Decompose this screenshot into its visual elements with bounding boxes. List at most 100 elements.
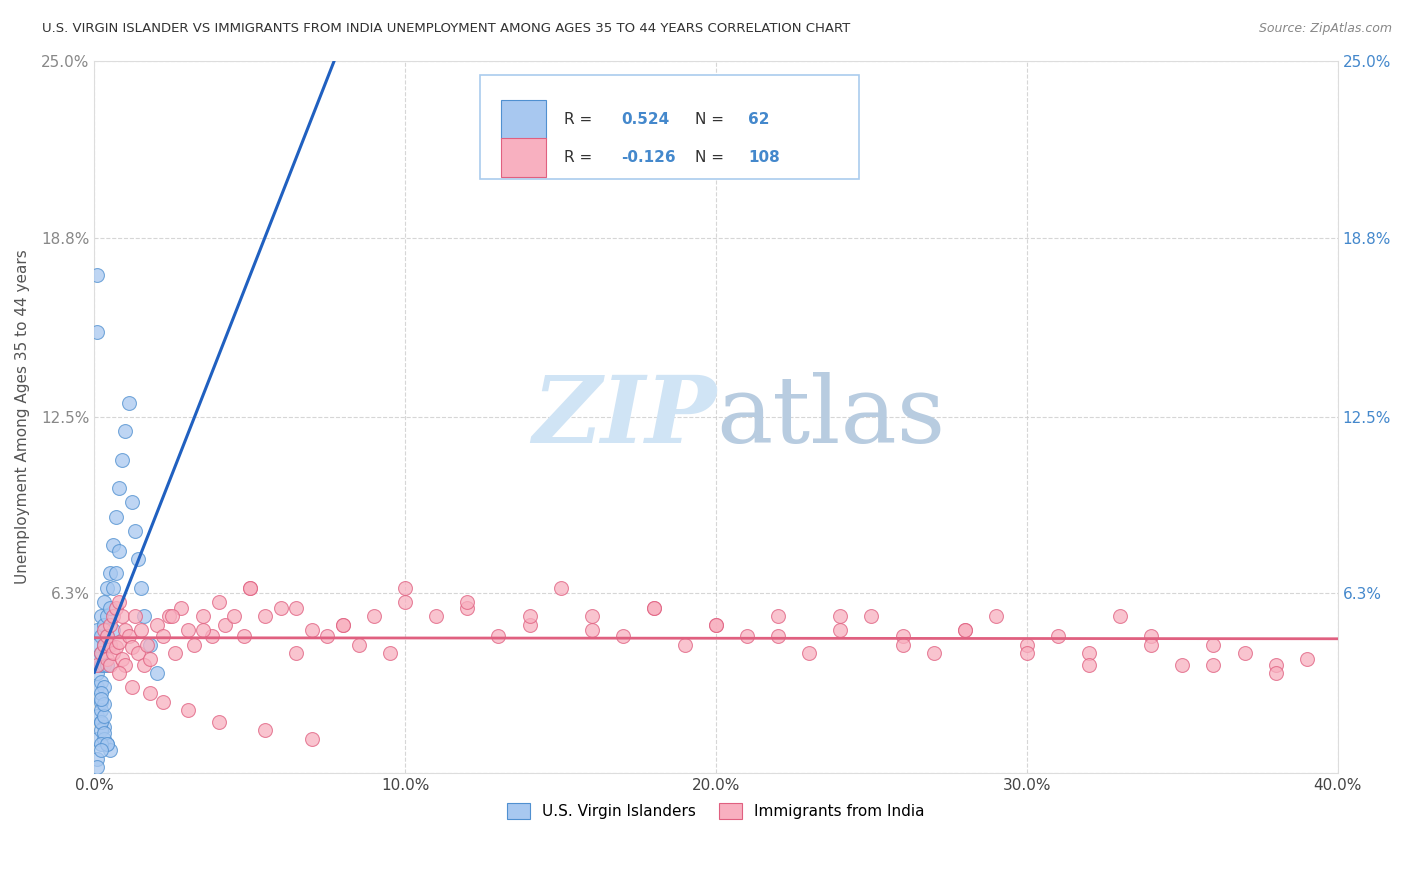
Point (673, 638, 696, 652)
Point (145, 617, 167, 632)
Point (90, 609, 112, 624)
Point (86, 681, 108, 695)
Point (1202, 657, 1225, 672)
Point (735, 629, 758, 643)
Text: R =: R = (564, 150, 598, 165)
Point (93, 595, 115, 609)
Point (145, 666, 167, 681)
Point (332, 617, 354, 632)
Point (86, 666, 108, 681)
Point (86, 708, 108, 723)
Point (90, 737, 112, 751)
Text: Source: ZipAtlas.com: Source: ZipAtlas.com (1258, 22, 1392, 36)
Point (108, 595, 131, 609)
FancyBboxPatch shape (479, 75, 859, 178)
Point (332, 617, 354, 632)
Point (105, 600, 128, 615)
Point (93, 638, 115, 652)
Point (98, 617, 121, 632)
Point (105, 566, 128, 581)
Point (98, 566, 121, 581)
Point (1140, 629, 1163, 643)
Point (114, 624, 136, 638)
Point (425, 609, 447, 624)
Point (101, 538, 124, 552)
Point (96, 737, 118, 751)
Point (152, 629, 174, 643)
Point (96, 581, 118, 595)
Point (394, 581, 416, 595)
Point (316, 629, 339, 643)
Point (96, 737, 118, 751)
Point (90, 714, 112, 729)
Point (1171, 657, 1194, 672)
Point (139, 638, 162, 652)
Point (101, 624, 124, 638)
Point (208, 714, 231, 729)
Point (285, 646, 308, 660)
Point (139, 652, 162, 666)
Point (93, 698, 115, 712)
Point (98, 600, 121, 615)
Point (132, 609, 155, 624)
Point (394, 595, 416, 609)
Point (90, 674, 112, 689)
Point (108, 666, 131, 681)
Point (98, 657, 121, 672)
Point (121, 640, 143, 655)
Point (129, 624, 152, 638)
Point (86, 268, 108, 282)
Point (704, 617, 727, 632)
Point (108, 635, 131, 649)
Point (953, 624, 976, 638)
Point (90, 714, 112, 729)
Point (108, 481, 131, 495)
Point (1046, 629, 1069, 643)
Bar (501, 137, 546, 177)
Point (86, 652, 108, 666)
Point (90, 686, 112, 700)
Point (1078, 646, 1101, 660)
Point (86, 760, 108, 774)
Point (1295, 652, 1317, 666)
Point (90, 646, 112, 660)
Point (90, 646, 112, 660)
Point (117, 629, 139, 643)
Point (93, 708, 115, 723)
Text: R =: R = (564, 112, 598, 128)
Point (830, 624, 852, 638)
Point (550, 581, 572, 595)
Point (183, 638, 205, 652)
Point (157, 609, 180, 624)
Point (93, 720, 115, 734)
Point (111, 609, 134, 624)
Point (456, 600, 478, 615)
Point (643, 600, 665, 615)
Point (93, 657, 115, 672)
Point (86, 731, 108, 746)
Text: U.S. VIRGIN ISLANDER VS IMMIGRANTS FROM INDIA UNEMPLOYMENT AMONG AGES 35 TO 44 Y: U.S. VIRGIN ISLANDER VS IMMIGRANTS FROM … (42, 22, 851, 36)
Point (98, 743, 121, 757)
Point (165, 646, 187, 660)
Point (1233, 646, 1256, 660)
Point (1264, 666, 1286, 681)
Point (101, 581, 124, 595)
Point (208, 595, 231, 609)
Text: ZIP: ZIP (531, 372, 716, 462)
Legend: U.S. Virgin Islanders, Immigrants from India: U.S. Virgin Islanders, Immigrants from I… (501, 797, 931, 826)
Point (105, 509, 128, 524)
Point (860, 609, 883, 624)
Point (93, 624, 115, 638)
Point (86, 657, 108, 672)
Point (98, 638, 121, 652)
Text: N =: N = (695, 150, 728, 165)
Point (922, 646, 945, 660)
Point (176, 624, 198, 638)
Point (1015, 638, 1038, 652)
Point (363, 609, 385, 624)
Point (127, 552, 149, 566)
Point (191, 624, 214, 638)
Point (232, 629, 254, 643)
Point (121, 681, 143, 695)
Point (704, 617, 727, 632)
